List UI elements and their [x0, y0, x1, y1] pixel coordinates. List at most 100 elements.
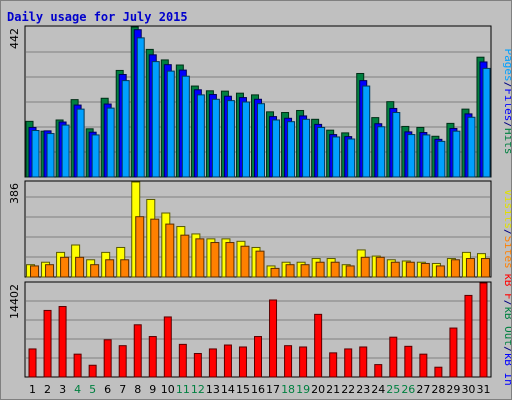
x-tick-label-day-17: 17: [266, 383, 280, 396]
bar-kb-f-day-22: [344, 348, 353, 378]
x-tick-label-day-14: 14: [221, 383, 235, 396]
y-max-label-top: 442: [8, 28, 21, 49]
legend-part: /: [502, 229, 511, 236]
x-tick-label-day-22: 22: [341, 383, 355, 396]
legend-part: kB F: [502, 273, 511, 300]
x-tick-label-day-21: 21: [326, 383, 340, 396]
legend-label-top: Pages/Files/Hits: [502, 49, 511, 155]
panel-middle: 386 Visits/Sites: [8, 180, 512, 278]
bar-sites-day-4: [75, 256, 85, 278]
x-tick-label-day-3: 3: [59, 383, 66, 396]
bar-pages-day-1: [31, 130, 40, 178]
bar-kb-f-day-11: [178, 343, 187, 378]
x-tick-label-day-20: 20: [311, 383, 325, 396]
x-tick-label-day-5: 5: [89, 383, 96, 396]
x-tick-label-day-31: 31: [476, 383, 490, 396]
x-tick-label-day-27: 27: [416, 383, 430, 396]
x-tick-label-day-7: 7: [119, 383, 126, 396]
bar-kb-f-day-10: [163, 316, 172, 378]
bar-kb-f-day-29: [449, 327, 458, 378]
bar-pages-day-15: [241, 101, 250, 178]
bar-kb-f-day-21: [329, 352, 338, 378]
x-tick-label-day-23: 23: [356, 383, 370, 396]
bar-pages-day-8: [136, 37, 145, 178]
bar-kb-f-day-24: [374, 364, 383, 378]
bar-sites-day-10: [165, 223, 175, 278]
bar-sites-day-24: [375, 256, 385, 278]
legend-part: Visits: [502, 189, 511, 229]
x-tick-label-day-2: 2: [44, 383, 51, 396]
x-tick-label-day-9: 9: [149, 383, 156, 396]
bar-sites-day-22: [345, 265, 355, 278]
bar-kb-f-day-4: [73, 353, 82, 378]
bar-pages-day-17: [272, 119, 281, 178]
bar-pages-day-22: [347, 138, 356, 178]
x-tick-label-day-11: 11: [176, 383, 190, 396]
bar-sites-day-7: [120, 259, 130, 278]
bar-sites-day-11: [180, 234, 190, 278]
bar-kb-f-day-14: [223, 344, 232, 378]
bar-pages-day-14: [226, 100, 235, 178]
legend-part: /: [502, 300, 511, 307]
bar-pages-day-5: [91, 134, 100, 178]
chart-title: Daily usage for July 2015: [7, 10, 188, 24]
x-tick-label-day-19: 19: [296, 383, 310, 396]
bar-pages-day-30: [467, 116, 476, 178]
bar-sites-day-20: [315, 261, 325, 278]
bar-kb-f-day-25: [389, 336, 398, 378]
legend-part: kB In: [502, 353, 511, 386]
legend-label-bottom: kB F/kB Out/kB In: [502, 273, 511, 386]
x-tick-label-day-25: 25: [386, 383, 400, 396]
bar-pages-day-12: [196, 94, 205, 178]
bar-kb-f-day-30: [464, 294, 473, 378]
bar-kb-f-day-15: [238, 346, 247, 378]
x-tick-label-day-6: 6: [104, 383, 111, 396]
bar-pages-day-21: [332, 136, 341, 178]
bar-sites-day-31: [480, 258, 490, 278]
bar-sites-day-27: [420, 262, 430, 278]
bar-kb-f-day-9: [148, 336, 157, 378]
x-tick-label-day-10: 10: [161, 383, 175, 396]
bar-pages-day-18: [287, 121, 296, 178]
x-tick-label-day-30: 30: [461, 383, 475, 396]
bar-pages-day-7: [121, 80, 130, 178]
bar-sites-day-19: [300, 264, 310, 278]
bar-pages-day-23: [362, 85, 371, 178]
legend-part: /: [502, 121, 511, 128]
legend-label-middle: Visits/Sites: [502, 189, 511, 269]
legend-part: Pages: [502, 49, 511, 82]
x-tick-label-day-18: 18: [281, 383, 295, 396]
bar-sites-day-25: [390, 261, 400, 278]
x-tick-label-day-24: 24: [371, 383, 385, 396]
bar-sites-day-2: [45, 264, 55, 278]
x-tick-label-day-1: 1: [29, 383, 36, 396]
bar-pages-day-6: [106, 107, 115, 178]
x-tick-label-day-13: 13: [206, 383, 220, 396]
bar-pages-day-4: [76, 108, 85, 178]
bar-kb-f-day-2: [43, 309, 52, 378]
bar-kb-f-day-3: [58, 306, 67, 378]
legend-part: /: [502, 346, 511, 353]
bar-kb-f-day-13: [208, 348, 217, 378]
bar-kb-f-day-1: [28, 348, 37, 378]
bar-kb-f-day-17: [269, 299, 278, 378]
legend-part: /: [502, 82, 511, 89]
x-tick-label-day-12: 12: [191, 383, 205, 396]
legend-part: Hits: [502, 128, 511, 155]
bar-pages-day-29: [452, 130, 461, 178]
bar-kb-f-day-23: [359, 346, 368, 378]
bar-kb-f-day-8: [133, 324, 142, 378]
bar-kb-f-day-5: [88, 364, 97, 378]
bar-kb-f-day-28: [434, 366, 443, 378]
legend-part: Sites: [502, 236, 511, 269]
bar-kb-f-day-20: [314, 313, 323, 378]
x-tick-label-day-8: 8: [134, 383, 141, 396]
bar-kb-f-day-26: [404, 345, 413, 378]
bar-sites-day-17: [270, 267, 280, 278]
bar-pages-day-16: [257, 103, 265, 178]
bar-pages-day-31: [482, 67, 491, 178]
bar-sites-day-30: [465, 258, 475, 278]
y-max-label-middle: 386: [8, 183, 21, 204]
bar-pages-day-9: [151, 61, 160, 178]
bar-sites-day-14: [225, 242, 235, 278]
